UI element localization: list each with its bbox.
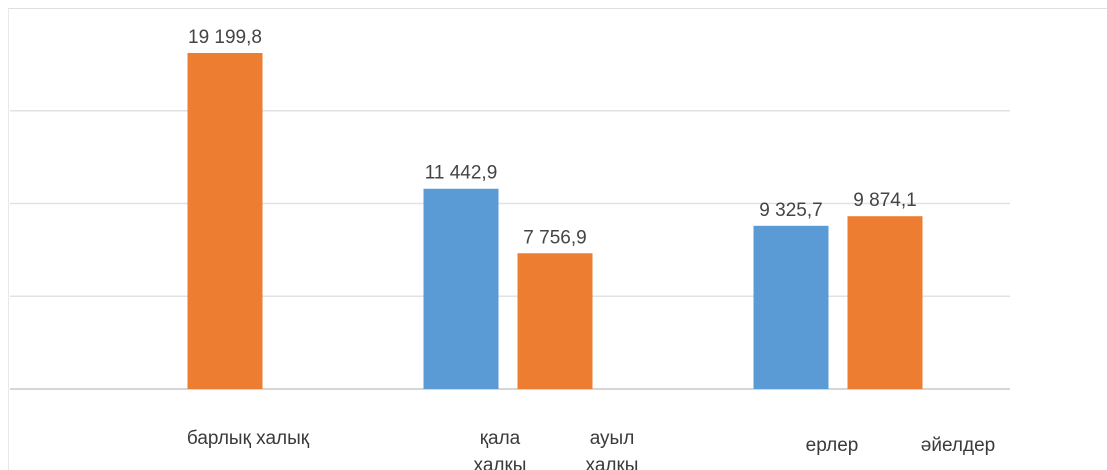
category-label-5: әйелдер [921, 435, 995, 456]
category-label-2-line-1: қала [480, 428, 521, 449]
category-label-4: ерлер [806, 435, 859, 456]
bar-3 [517, 253, 593, 389]
category-label-2-line-2: халқы [474, 455, 527, 470]
data-label-4: 9 325,7 [759, 200, 822, 221]
category-label-3-line-1: ауыл [590, 428, 635, 449]
bar-4 [753, 225, 829, 389]
bar-1 [187, 53, 263, 389]
data-label-5: 9 874,1 [853, 190, 916, 211]
data-label-1: 19 199,8 [188, 27, 262, 48]
category-label-3-line-2: халқы [586, 455, 639, 470]
data-label-2: 11 442,9 [425, 163, 498, 184]
category-label-1: барлық халық [187, 428, 310, 449]
data-label-3: 7 756,9 [523, 227, 586, 248]
chart-frame [8, 8, 1107, 470]
bar-5 [847, 216, 923, 389]
bar-2 [423, 188, 499, 389]
